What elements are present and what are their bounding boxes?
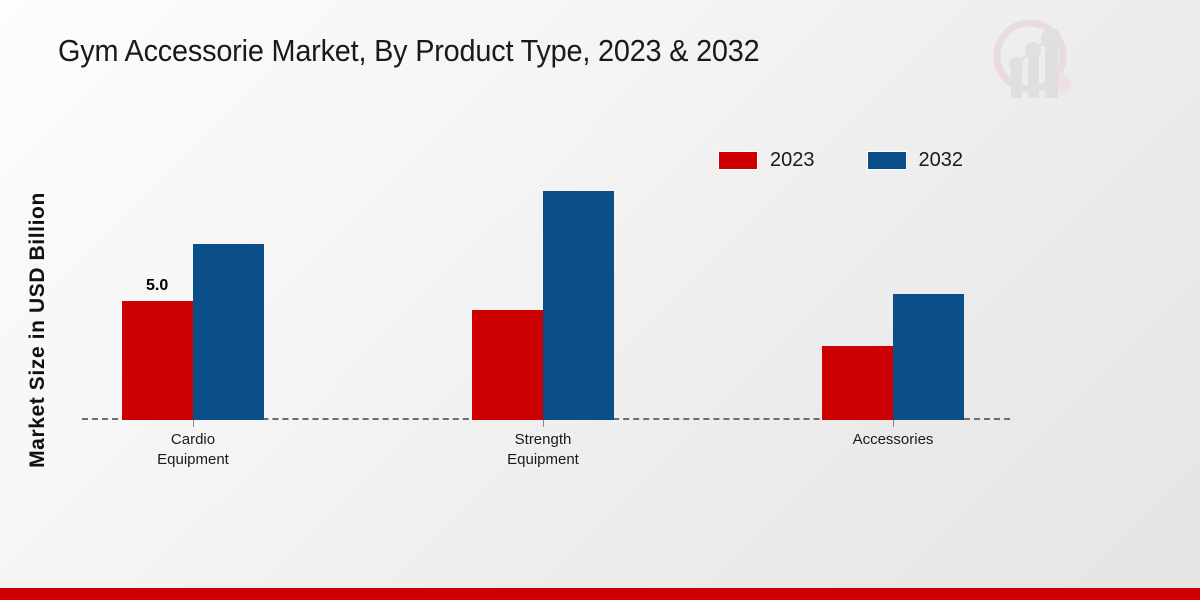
x-label-line-2: Equipment xyxy=(507,451,579,469)
plot-area: 5.0 Cardio Equipment Strength Equipment xyxy=(82,170,1010,468)
bar-group-accessories: Accessories xyxy=(822,170,964,448)
bar-value-2023-cardio-equipment: 5.0 xyxy=(146,276,169,294)
x-tick-cardio-equipment xyxy=(193,420,194,427)
bar-2023-cardio-equipment[interactable] xyxy=(122,300,193,420)
legend-item-2023[interactable]: 2023 xyxy=(718,149,815,172)
watermark-logo xyxy=(985,14,1085,112)
chart-legend: 2023 2032 xyxy=(718,149,963,172)
x-label-line-2: Equipment xyxy=(157,451,229,469)
x-label-strength-equipment: Strength Equipment xyxy=(507,430,579,471)
bar-2032-strength-equipment[interactable] xyxy=(543,191,614,420)
x-tick-strength-equipment xyxy=(543,420,544,427)
bar-group-strength-equipment: Strength Equipment xyxy=(472,170,614,468)
bar-2023-accessories[interactable] xyxy=(822,346,893,420)
bar-2023-strength-equipment[interactable] xyxy=(472,310,543,420)
bar-group-cardio-equipment: 5.0 Cardio Equipment xyxy=(122,170,264,468)
legend-swatch-2032 xyxy=(866,151,907,170)
x-label-line-1: Accessories xyxy=(852,431,934,448)
x-label-cardio-equipment: Cardio Equipment xyxy=(157,430,229,471)
legend-label-2032: 2032 xyxy=(918,149,964,171)
bar-2032-cardio-equipment[interactable] xyxy=(193,243,264,420)
chart-title: Gym Accessorie Market, By Product Type, … xyxy=(58,33,760,68)
x-label-line-1: Cardio xyxy=(170,431,216,448)
bar-2032-accessories[interactable] xyxy=(893,293,964,420)
y-axis-title: Market Size in USD Billion xyxy=(26,192,49,468)
legend-item-2032[interactable]: 2032 xyxy=(866,149,964,172)
x-label-accessories: Accessories xyxy=(853,430,934,450)
legend-label-2023: 2023 xyxy=(770,149,815,171)
footer-accent-bar xyxy=(0,588,1200,600)
legend-swatch-2023 xyxy=(718,151,758,170)
x-label-line-1: Strength xyxy=(514,431,572,448)
x-tick-accessories xyxy=(893,420,894,427)
